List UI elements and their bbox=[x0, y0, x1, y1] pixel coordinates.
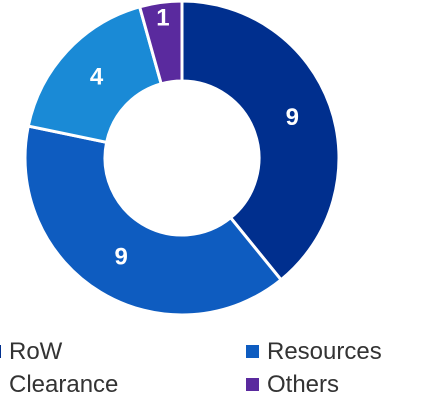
legend-entry: Resources bbox=[246, 335, 382, 368]
data-label: 1 bbox=[156, 5, 169, 32]
legend-label: Resources bbox=[267, 338, 382, 365]
data-label: 9 bbox=[115, 243, 128, 270]
slice bbox=[180, 0, 341, 282]
legend-swatch bbox=[246, 345, 259, 358]
slice bbox=[26, 4, 164, 145]
legend-entry: Others bbox=[246, 368, 339, 401]
legend-swatch bbox=[246, 378, 259, 391]
legend-entry: RoW Clearance bbox=[0, 335, 139, 401]
legend-swatch bbox=[0, 345, 1, 358]
legend-label: Others bbox=[267, 371, 340, 398]
data-label: 4 bbox=[90, 63, 104, 90]
slice bbox=[23, 124, 284, 317]
data-label: 9 bbox=[286, 104, 299, 131]
donut: 9 9 4 1 bbox=[23, 0, 341, 317]
legend-label: RoW Clearance bbox=[9, 338, 119, 398]
slice bbox=[137, 0, 184, 86]
